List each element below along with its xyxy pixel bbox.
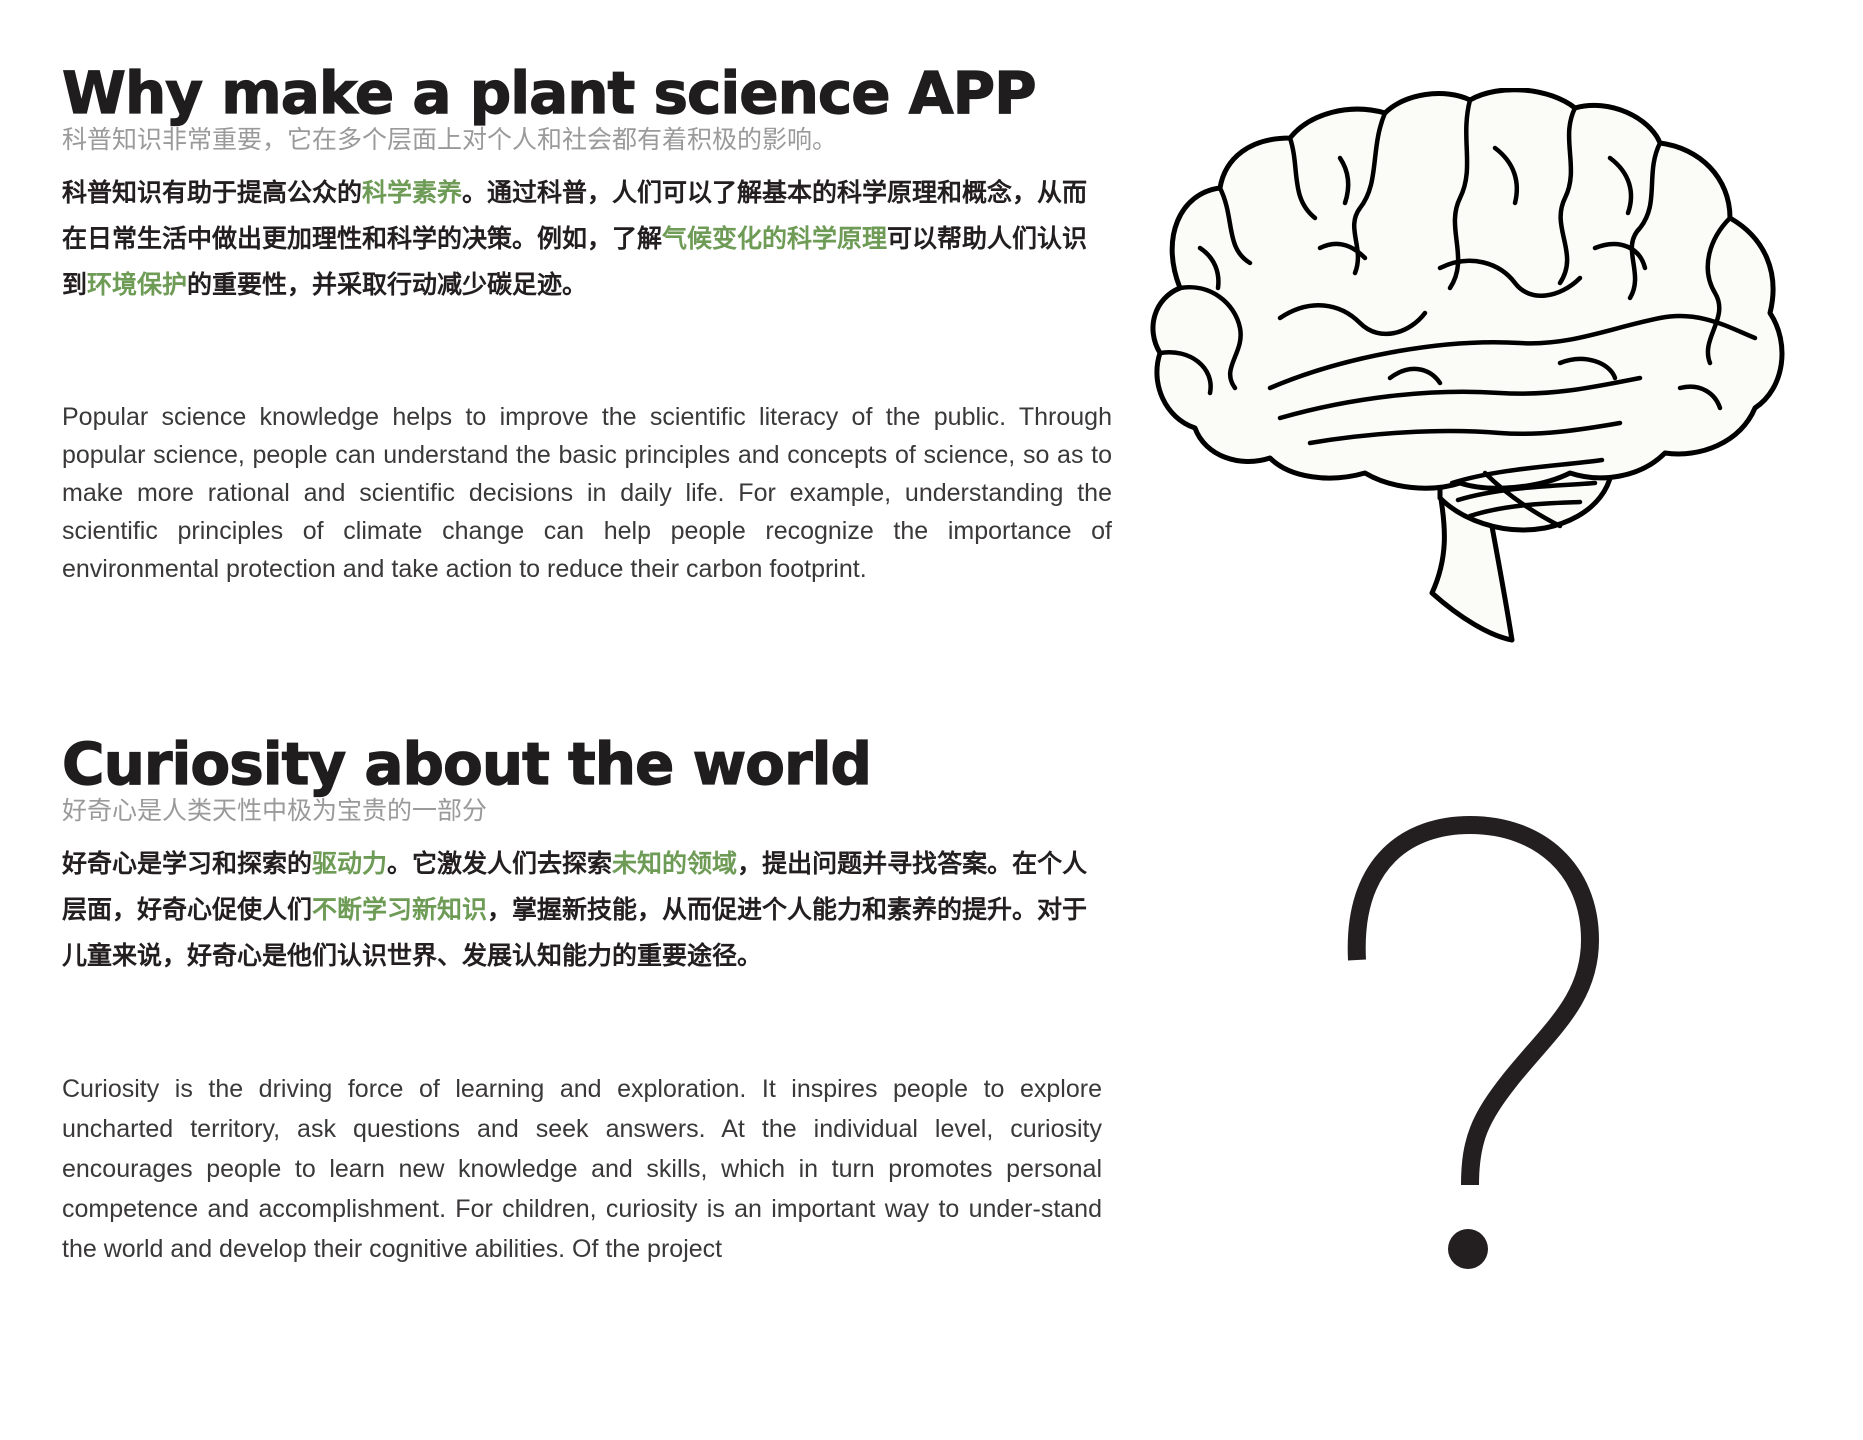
- cn-text: ，掌握新技能，从而促进个人能力和素养的提升。对于儿童来说，好奇心是他们认识世界、…: [62, 895, 1088, 970]
- cn-highlight: 气候变化的科学原理: [662, 224, 888, 253]
- cn-highlight: 环境保护: [87, 270, 188, 299]
- english-paragraph: Curiosity is the driving force of learni…: [62, 1075, 1102, 1263]
- section-curiosity: Curiosity about the world 好奇心是人类天性中极为宝贵的…: [61, 730, 1122, 1263]
- section-title: Curiosity about the world: [61, 730, 872, 798]
- section-subtitle: 科普知识非常重要，它在多个层面上对个人和社会都有着积极的影响。: [62, 125, 838, 154]
- cn-highlight: 科学素养: [362, 178, 463, 207]
- cn-highlight: 驱动力: [312, 849, 388, 878]
- brain-icon: [1150, 88, 1785, 643]
- section-title: Why make a plant science APP: [61, 59, 1037, 127]
- chinese-paragraph: 科普知识有助于提高公众的科学素养。通过科普，人们可以了解基本的科学原理和概念，从…: [62, 170, 1102, 308]
- cn-text: 好奇心是学习和探索的: [62, 849, 313, 878]
- cn-text: 科普知识有助于提高公众的: [62, 178, 363, 207]
- cn-text: 的重要性，并采取行动减少碳足迹。: [187, 270, 588, 299]
- section-subtitle: 好奇心是人类天性中极为宝贵的一部分: [62, 796, 488, 825]
- cn-text: 。通过科普，人们可以了解基本的科学原理和概念，从而在日常生活中做出更加理性和科学…: [62, 178, 1088, 253]
- cn-text: ，提出问题并寻找答案。在个人层面，好奇心促使人们: [62, 849, 1088, 924]
- question-mark-icon: [1347, 816, 1599, 1269]
- cn-highlight: 不断学习新知识: [312, 895, 488, 924]
- chinese-paragraph: 好奇心是学习和探索的驱动力。它激发人们去探索未知的领域，提出问题并寻找答案。在个…: [62, 841, 1102, 979]
- cn-highlight: 未知的领域: [612, 849, 738, 878]
- cn-text: 可以帮助人们认识到: [62, 224, 1088, 299]
- cn-text: 。它激发人们去探索: [387, 849, 613, 878]
- english-paragraph: Popular science knowledge helps to impro…: [62, 403, 1112, 583]
- section-why-plant-app: Why make a plant science APP 科普知识非常重要，它在…: [61, 59, 1122, 583]
